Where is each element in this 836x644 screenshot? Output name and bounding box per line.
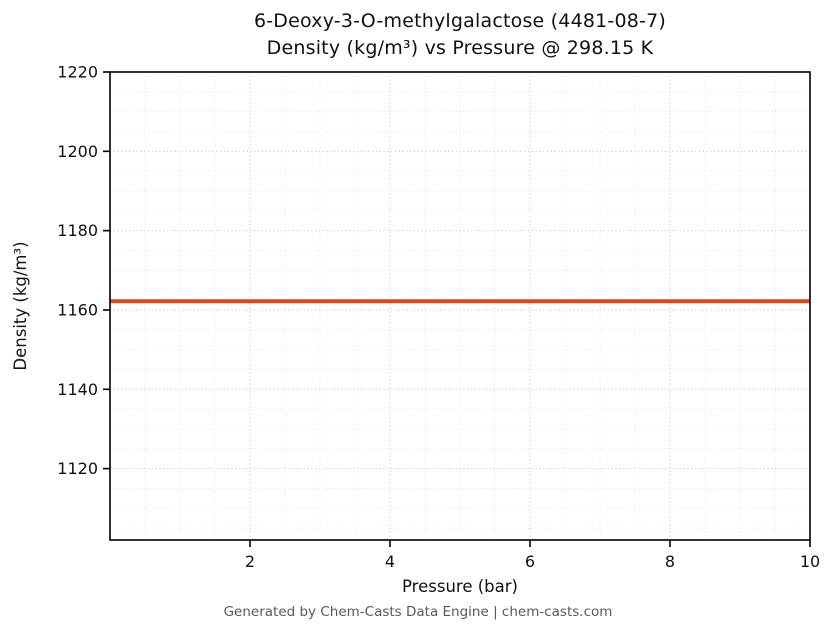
y-tick-label: 1160 [57,300,98,319]
x-tick-label: 2 [245,552,255,571]
y-tick-label: 1220 [57,63,98,82]
plot-frame [109,71,811,541]
chart-title-line2: Density (kg/m³) vs Pressure @ 298.15 K [266,37,654,59]
x-tick-label: 4 [385,552,395,571]
chart-title: 6-Deoxy-3-O-methylgalactose (4481-08-7) … [110,8,810,62]
chart-title-line1: 6-Deoxy-3-O-methylgalactose (4481-08-7) [253,10,667,32]
y-tick-label: 1120 [57,459,98,478]
x-tick-label: 10 [800,552,820,571]
y-tick-label: 1200 [57,142,98,161]
x-tick-label: 6 [525,552,535,571]
footer-credit: Generated by Chem-Casts Data Engine | ch… [223,604,613,620]
x-tick-label: 8 [665,552,675,571]
y-axis-label: Density (kg/m³) [11,241,30,370]
y-tick-label: 1180 [57,221,98,240]
y-tick-label: 1140 [57,380,98,399]
x-axis-label: Pressure (bar) [402,577,518,596]
